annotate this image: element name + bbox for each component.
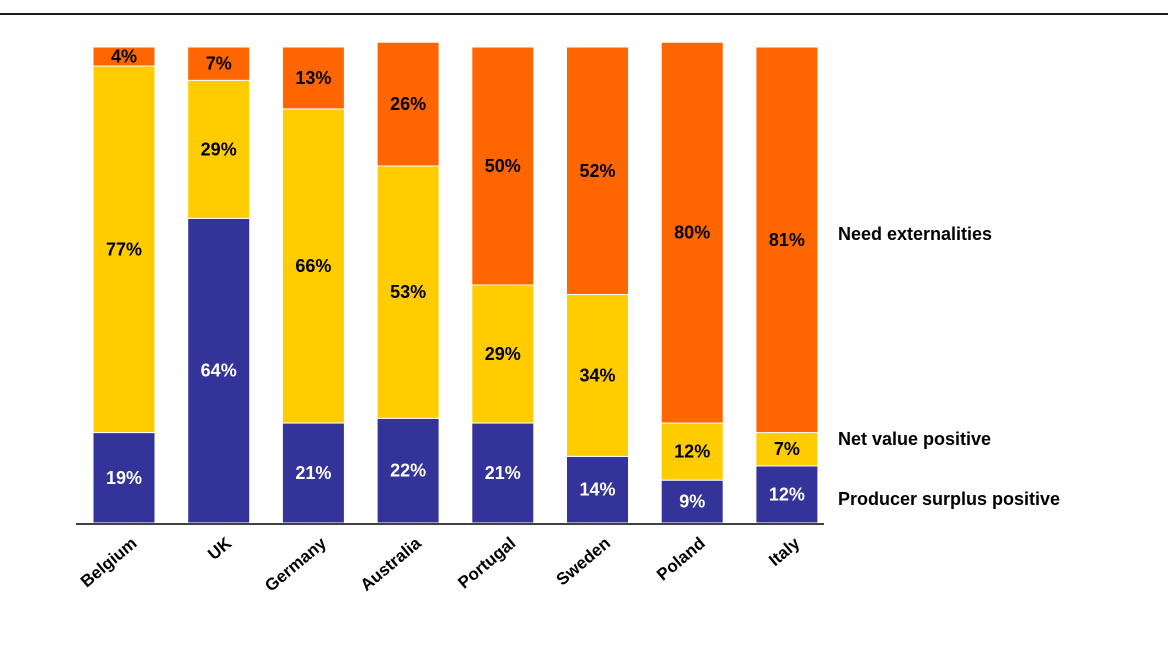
data-label-sweden-producer-surplus-positive: 14% (579, 480, 615, 500)
category-label-belgium: Belgium (77, 534, 141, 592)
data-label-uk-producer-surplus-positive: 64% (201, 361, 237, 381)
legend-label-producer-surplus-positive: Producer surplus positive (838, 489, 1060, 509)
bar-uk-producer-surplus-positive (187, 217, 251, 524)
data-label-portugal-net-value-positive: 29% (485, 344, 521, 364)
legend: Producer surplus positive Net value posit… (838, 224, 1060, 509)
data-label-sweden-net-value-positive: 34% (579, 365, 615, 385)
legend-label-net-value-positive: Net value positive (838, 429, 991, 449)
data-label-belgium-net-value-positive: 77% (106, 239, 142, 259)
category-label-poland: Poland (653, 534, 709, 585)
data-label-poland-producer-surplus-positive: 9% (679, 492, 705, 512)
category-label-germany: Germany (261, 533, 330, 595)
category-label-italy: Italy (765, 533, 804, 570)
data-label-germany-need-externalities: 13% (295, 68, 331, 88)
data-label-belgium-producer-surplus-positive: 19% (106, 468, 142, 488)
category-label-portugal: Portugal (454, 534, 519, 593)
bar-portugal-net-value-positive (471, 284, 535, 424)
bar-australia-producer-surplus-positive (376, 417, 440, 524)
data-label-germany-net-value-positive: 66% (295, 256, 331, 276)
bar-sweden-need-externalities (566, 46, 629, 296)
data-label-belgium-need-externalities: 4% (111, 47, 137, 67)
category-label-uk: UK (204, 533, 236, 564)
bar-australia-need-externalities (376, 41, 440, 167)
bar-poland-need-externalities (660, 41, 724, 424)
data-label-italy-need-externalities: 81% (769, 230, 805, 250)
category-labels: Belgium UK Germany Australia Portugal Sweden P… (77, 533, 804, 595)
data-label-australia-producer-surplus-positive: 22% (390, 461, 426, 481)
bar-portugal-need-externalities (471, 46, 535, 286)
bar-germany-net-value-positive (281, 108, 345, 424)
bar-poland-net-value-positive (660, 422, 724, 481)
data-label-italy-net-value-positive: 7% (774, 439, 800, 459)
data-label-germany-producer-surplus-positive: 21% (295, 463, 331, 483)
legend-label-need-externalities: Need externalities (838, 224, 992, 244)
bar-belgium-net-value-positive (92, 65, 156, 434)
bar-belgium-producer-surplus-positive (92, 432, 156, 524)
bar-poland-producer-surplus-positive (660, 479, 724, 524)
data-label-poland-need-externalities: 80% (674, 223, 710, 243)
bar-australia-net-value-positive (376, 165, 440, 419)
bar-italy-producer-surplus-positive (755, 465, 819, 524)
bar-belgium-need-externalities (92, 46, 156, 67)
bar-uk-net-value-positive (187, 79, 251, 219)
data-label-australia-need-externalities: 26% (390, 94, 426, 114)
data-label-italy-producer-surplus-positive: 12% (769, 484, 805, 504)
data-label-portugal-producer-surplus-positive: 21% (485, 463, 521, 483)
data-label-poland-net-value-positive: 12% (674, 442, 710, 462)
data-label-uk-need-externalities: 7% (206, 54, 232, 74)
data-label-portugal-need-externalities: 50% (485, 156, 521, 176)
bar-italy-need-externalities (755, 46, 819, 434)
bar-portugal-producer-surplus-positive (471, 422, 535, 524)
bar-sweden-producer-surplus-positive (566, 455, 629, 524)
bar-germany-need-externalities (281, 46, 345, 110)
bar-uk-need-externalities (187, 46, 251, 81)
top-rule (0, 13, 1168, 15)
category-label-australia: Australia (357, 533, 425, 595)
data-label-sweden-need-externalities: 52% (579, 161, 615, 181)
category-label-sweden: Sweden (553, 534, 614, 590)
bar-sweden-net-value-positive (566, 294, 629, 457)
data-label-uk-net-value-positive: 29% (201, 139, 237, 159)
bars-group: 19% 77% 4% 64% 29% 7% 21% 66% 13% 22% 53% 26% 21% 29%… (92, 41, 819, 524)
data-label-australia-net-value-positive: 53% (390, 282, 426, 302)
